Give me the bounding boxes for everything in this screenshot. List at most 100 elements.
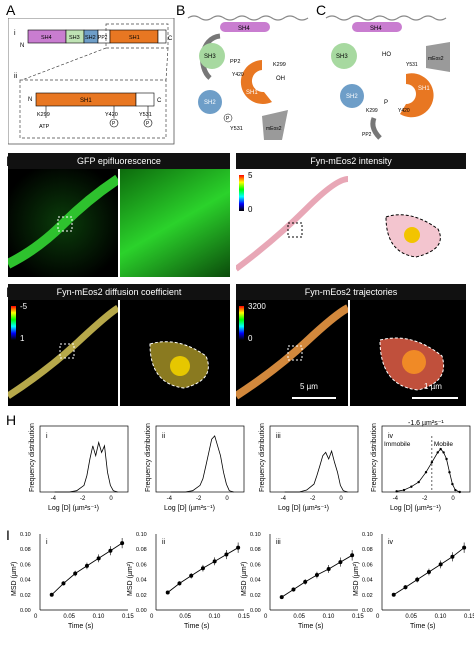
title-f: Fyn-mEos2 diffusion coefficient <box>8 284 230 300</box>
i-subplot-1: i 0.00 0.02 0.04 0.06 0.08 0.10 0 0.05 0.10 0.15 Ti… <box>11 532 134 630</box>
row-i-label: i <box>14 30 16 37</box>
i-xtick: 0.10 <box>209 614 221 620</box>
h-subplot-4: iv -4 -2 0 Log [D] (µm²s⁻¹) Frequency distrib… <box>371 420 471 512</box>
h-ylabel: Frequency distribution <box>371 423 378 492</box>
panel-i-charts: i 0.00 0.02 0.04 0.06 0.08 0.10 0 0.05 0.10 0.15 Ti… <box>11 532 474 630</box>
svg-text:Y531: Y531 <box>406 62 418 68</box>
h-series-line <box>170 435 234 493</box>
h-point <box>417 480 420 484</box>
svg-text:SH2: SH2 <box>204 100 216 106</box>
h-series-line <box>284 449 348 493</box>
i-ytick: 0.10 <box>362 532 373 538</box>
h-xlabel: Log [D] (µm²s⁻¹) <box>278 505 329 512</box>
svg-text:SH2: SH2 <box>346 94 358 100</box>
h-point <box>430 461 434 464</box>
image-g-overview: 3200 0 5 µm <box>236 300 348 406</box>
i-subplot-3: iii 0.00 0.02 0.04 0.06 0.08 0.10 0 0.05 0.10 0.15… <box>241 532 364 630</box>
h-sub-label: iv <box>388 433 394 440</box>
row-ii-label: ii <box>14 73 18 80</box>
h-point <box>424 471 428 474</box>
i-xtick: 0 <box>150 614 154 620</box>
i-subplot-4: iv 0.00 0.02 0.04 0.06 0.08 0.10 0 0.05 0.10 0.15 T… <box>353 532 474 630</box>
i-ylabel: MSD (µm²) <box>241 562 248 596</box>
image-e-zoom <box>350 169 466 277</box>
h-point <box>439 447 442 451</box>
panel-a-domain-diagram: i N SH4 SH3 SH2 PP2 SH1 C ii N SH1 C K29… <box>8 18 175 145</box>
i-sub-label: iv <box>388 539 394 546</box>
i-xtick: 0.15 <box>122 614 134 620</box>
h-point <box>451 482 454 486</box>
h-ylabel: Frequency distribution <box>29 423 36 492</box>
zoom-box <box>105 23 169 49</box>
i-ytick: 0.04 <box>20 578 31 584</box>
i-xlabel: Time (s) <box>410 623 435 630</box>
h-annot-value: -1.6 µm²s⁻¹ <box>408 420 444 427</box>
i-xlabel: Time (s) <box>68 623 93 630</box>
panel-label-c: C <box>316 2 327 18</box>
h-xtick: 0 <box>451 496 455 502</box>
i-ytick: 0.04 <box>250 578 261 584</box>
i-xtick: 0.10 <box>435 614 447 620</box>
svg-text:PP2: PP2 <box>230 59 240 65</box>
i-xtick: 0.05 <box>63 614 75 620</box>
panel-label-h: H <box>6 412 17 428</box>
h-point <box>436 451 439 454</box>
svg-text:Y420: Y420 <box>105 112 118 118</box>
panel-label-a: A <box>6 2 16 18</box>
h-xtick: -4 <box>281 496 287 502</box>
sh3-shape <box>199 43 225 69</box>
i-sub-label: ii <box>162 539 166 546</box>
i-xtick: 0 <box>264 614 268 620</box>
h-point <box>402 488 406 492</box>
svg-text:SH1: SH1 <box>80 98 92 104</box>
colorbar-e-min: 0 <box>248 205 253 214</box>
i-ytick: 0.02 <box>362 593 373 599</box>
i-sub-label: iii <box>276 539 281 546</box>
h-sub-label: iii <box>276 433 281 440</box>
h-series-line <box>396 448 460 493</box>
image-f-zoom <box>120 300 230 406</box>
h-point <box>442 451 445 454</box>
i-xlabel: Time (s) <box>298 623 323 630</box>
svg-text:SH3: SH3 <box>69 35 80 41</box>
panel-label-b: B <box>176 2 186 18</box>
sh1-shape <box>240 60 272 104</box>
svg-text:N: N <box>28 97 32 103</box>
i-xtick: 0.05 <box>405 614 417 620</box>
svg-text:SH1: SH1 <box>129 35 140 41</box>
title-d: GFP epifluorescence <box>8 153 230 169</box>
colorbar-f-max: -5 <box>20 302 28 311</box>
i-ytick: 0.06 <box>250 562 261 568</box>
h-xtick: -2 <box>80 496 86 502</box>
scalebar-5um: 5 µm <box>300 382 318 391</box>
h-xtick: -4 <box>393 496 399 502</box>
svg-text:SH1: SH1 <box>418 86 430 92</box>
n-term-label: N <box>20 43 24 49</box>
svg-text:ATP: ATP <box>39 124 50 130</box>
h-annot-immobile: Immobile <box>384 441 411 448</box>
h-point <box>445 457 448 461</box>
i-xtick: 0.15 <box>464 614 474 620</box>
svg-text:OH: OH <box>276 76 285 82</box>
svg-text:K299: K299 <box>273 62 286 68</box>
i-ytick: 0.00 <box>362 608 373 614</box>
i-ytick: 0.08 <box>362 547 373 553</box>
colorbar-g-min: 0 <box>248 334 253 343</box>
colorbar-e-max: 5 <box>248 171 253 180</box>
panel-b-closed-conformation: SH4 SH3 PP2 K299 OH SH1 Y420 SH2 Y531 P … <box>187 15 309 140</box>
image-d-overview <box>8 169 118 277</box>
h-subplot-1: i -4 -2 0 Log [D] (µm²s⁻¹) Frequency distribu… <box>29 423 129 512</box>
svg-text:P: P <box>146 121 150 127</box>
svg-text:PP2: PP2 <box>362 132 372 138</box>
image-f-overview: -5 1 <box>8 300 118 406</box>
h-subplot-2: ii -4 -2 0 Log [D] (µm²s⁻¹) Frequency distrib… <box>145 423 245 512</box>
svg-text:P: P <box>112 121 116 127</box>
h-series-line <box>54 440 118 493</box>
i-xlabel: Time (s) <box>184 623 209 630</box>
h-sub-label: i <box>46 433 48 440</box>
h-xtick: -4 <box>51 496 57 502</box>
image-d-zoom <box>120 169 230 277</box>
panel-label-i: I <box>6 527 10 543</box>
i-ytick: 0.08 <box>20 547 31 553</box>
h-ylabel: Frequency distribution <box>145 423 152 492</box>
